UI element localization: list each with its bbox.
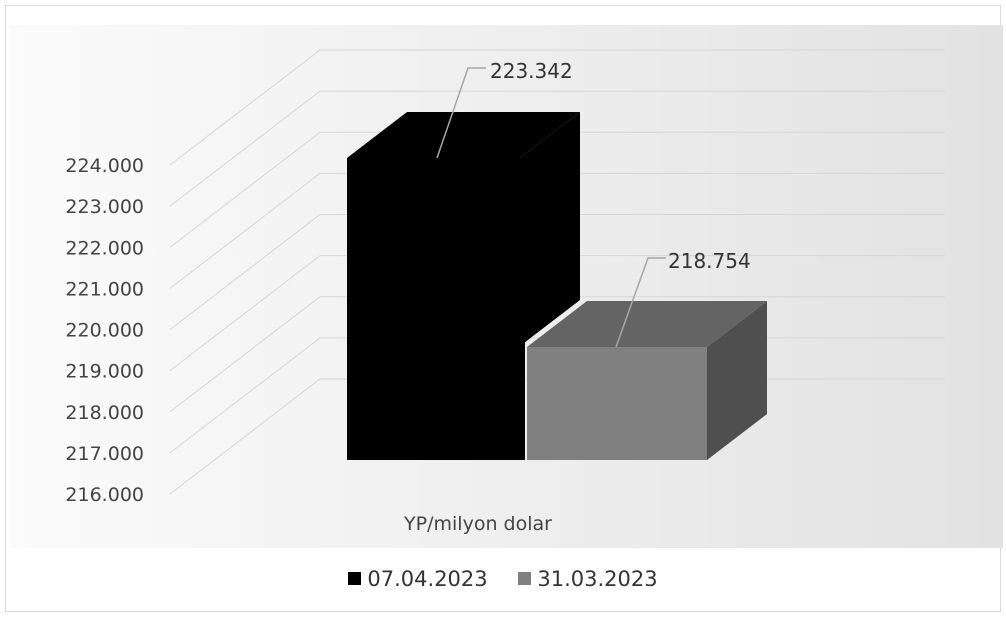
- legend: 07.04.2023 31.03.2023: [0, 566, 1006, 591]
- gridline: [169, 49, 945, 166]
- y-axis-ticks: 216.000 217.000 218.000 219.000 220.000 221.0…: [65, 155, 144, 506]
- bar-series-1: [347, 158, 525, 460]
- legend-label-series-1: 07.04.2023: [367, 566, 488, 591]
- y-tick-label: 217.000: [65, 443, 144, 465]
- bar-side-series-2: [707, 301, 767, 460]
- legend-label-series-2: 31.03.2023: [537, 566, 658, 591]
- legend-swatch-series-2: [518, 572, 532, 585]
- gridline: [169, 255, 945, 372]
- legend-swatch-series-1: [348, 572, 362, 585]
- y-tick-label: 218.000: [65, 402, 144, 424]
- gridline: [169, 172, 945, 289]
- data-label-series-2: 218.754: [668, 249, 751, 273]
- y-tick-label: 220.000: [65, 320, 144, 342]
- leader-line-series-2: [615, 257, 666, 348]
- bars: [347, 112, 767, 460]
- grid-lines: [169, 49, 945, 495]
- bar-series-2: [527, 347, 707, 460]
- bar-side-series-1: [520, 112, 580, 346]
- y-tick-label: 219.000: [65, 361, 144, 383]
- y-tick-label: 222.000: [65, 237, 144, 259]
- gridline: [169, 214, 945, 330]
- legend-item-series-2: 31.03.2023: [518, 566, 658, 591]
- bar-top-series-1: [347, 112, 580, 158]
- y-tick-label: 224.000: [65, 155, 144, 177]
- gridline: [169, 90, 945, 207]
- x-category-label: YP/milyon dolar: [403, 513, 552, 535]
- leader-line-series-1: [436, 67, 486, 159]
- gridline: [169, 296, 945, 413]
- y-tick-label: 221.000: [65, 278, 144, 300]
- legend-item-series-1: 07.04.2023: [348, 566, 488, 591]
- y-tick-label: 216.000: [65, 484, 144, 506]
- y-tick-label: 223.000: [65, 196, 144, 218]
- gridline: [169, 131, 945, 248]
- data-label-series-1: 223.342: [490, 59, 573, 83]
- bar-top-series-2: [527, 301, 767, 347]
- data-labels: 223.342 218.754: [436, 59, 751, 348]
